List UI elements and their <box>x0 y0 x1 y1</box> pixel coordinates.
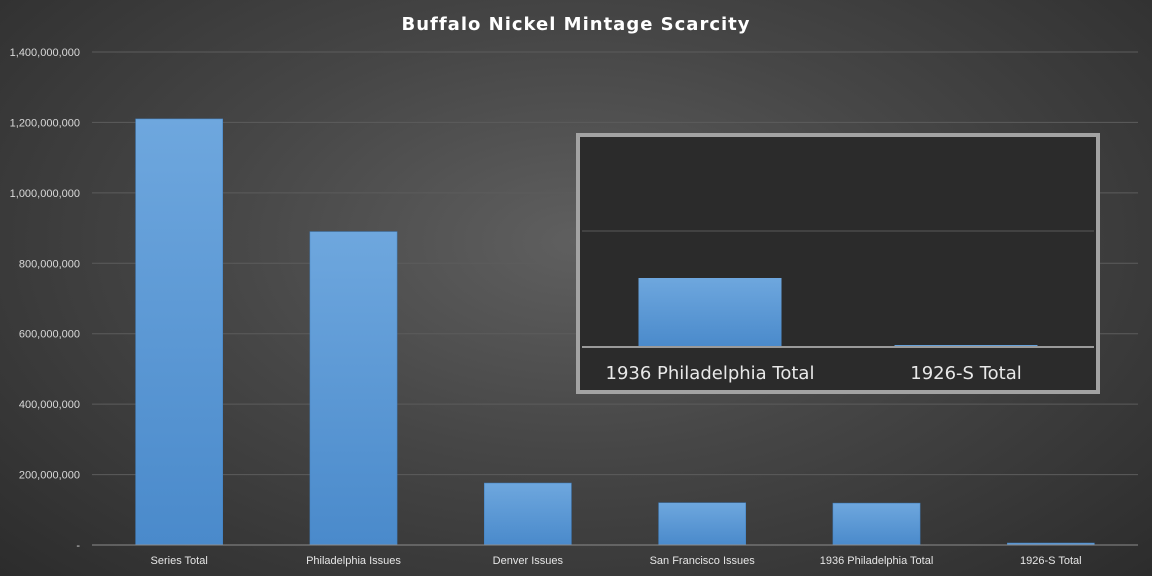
y-tick-label: - <box>76 540 80 552</box>
bar <box>658 502 746 546</box>
chart-title: Buffalo Nickel Mintage Scarcity <box>401 14 750 35</box>
y-tick-label: 800,000,000 <box>19 258 80 270</box>
x-axis-tick-labels: Series Total Philadelphia Issues Denver Is… <box>151 555 1082 567</box>
y-tick-label: 1,400,000,000 <box>10 47 80 59</box>
inset-tick-label: 1936 Philadelphia Total <box>606 363 815 384</box>
zoom-inset: 1936 Philadelphia Total 1926-S Total <box>576 133 1100 394</box>
bar <box>832 502 921 546</box>
y-tick-label: 400,000,000 <box>19 399 80 411</box>
y-axis-tick-labels: - 200,000,000 400,000,000 600,000,000 800,00… <box>10 47 81 552</box>
bar <box>135 118 223 546</box>
bar <box>309 231 398 546</box>
bars <box>135 118 1095 546</box>
inset-frame <box>576 133 1100 394</box>
y-tick-label: 1,000,000,000 <box>10 188 80 200</box>
y-tick-label: 1,200,000,000 <box>10 117 80 129</box>
x-tick-label: Denver Issues <box>493 555 564 567</box>
x-tick-label: San Francisco Issues <box>650 555 756 567</box>
x-tick-label: Series Total <box>151 555 208 567</box>
inset-tick-labels: 1936 Philadelphia Total 1926-S Total <box>606 363 1022 384</box>
y-tick-label: 200,000,000 <box>19 470 80 482</box>
inset-tick-label: 1926-S Total <box>910 363 1022 384</box>
y-tick-label: 600,000,000 <box>19 329 80 341</box>
x-tick-label: 1926-S Total <box>1020 555 1082 567</box>
x-tick-label: 1936 Philadelphia Total <box>820 555 934 567</box>
x-tick-label: Philadelphia Issues <box>306 555 401 567</box>
bar <box>484 482 572 546</box>
inset-bar <box>638 278 782 347</box>
